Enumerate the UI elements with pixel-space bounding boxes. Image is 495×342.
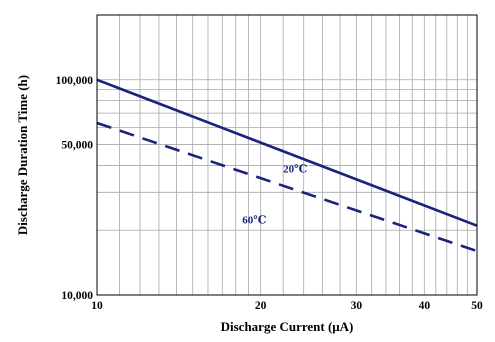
series-line-dashed: [96, 121, 478, 253]
series-label: 60℃: [242, 214, 266, 226]
x-tick-labels: 10 20 30 40 50: [91, 300, 483, 312]
series-label: 20℃: [283, 164, 307, 176]
series-labels: 20℃ 60℃: [242, 164, 307, 227]
x-tick-label: 30: [351, 300, 363, 312]
x-tick-label: 20: [255, 300, 267, 312]
x-tick-label: 40: [419, 300, 431, 312]
series-line-solid: [96, 78, 478, 227]
y-axis-label: Discharge Duration Time (h): [15, 75, 30, 235]
y-tick-labels: 10,000 50,000 100,000: [56, 75, 94, 302]
y-tick-label: 10,000: [61, 290, 93, 302]
grid-lines: [97, 15, 477, 295]
plot-frame: [96, 14, 478, 296]
x-tick-label: 10: [91, 300, 103, 312]
y-tick-label: 50,000: [61, 140, 93, 152]
series-lines: [96, 78, 478, 253]
x-axis-label: Discharge Current (μA): [221, 319, 354, 334]
y-tick-label: 100,000: [56, 75, 94, 87]
x-tick-label: 50: [471, 300, 483, 312]
